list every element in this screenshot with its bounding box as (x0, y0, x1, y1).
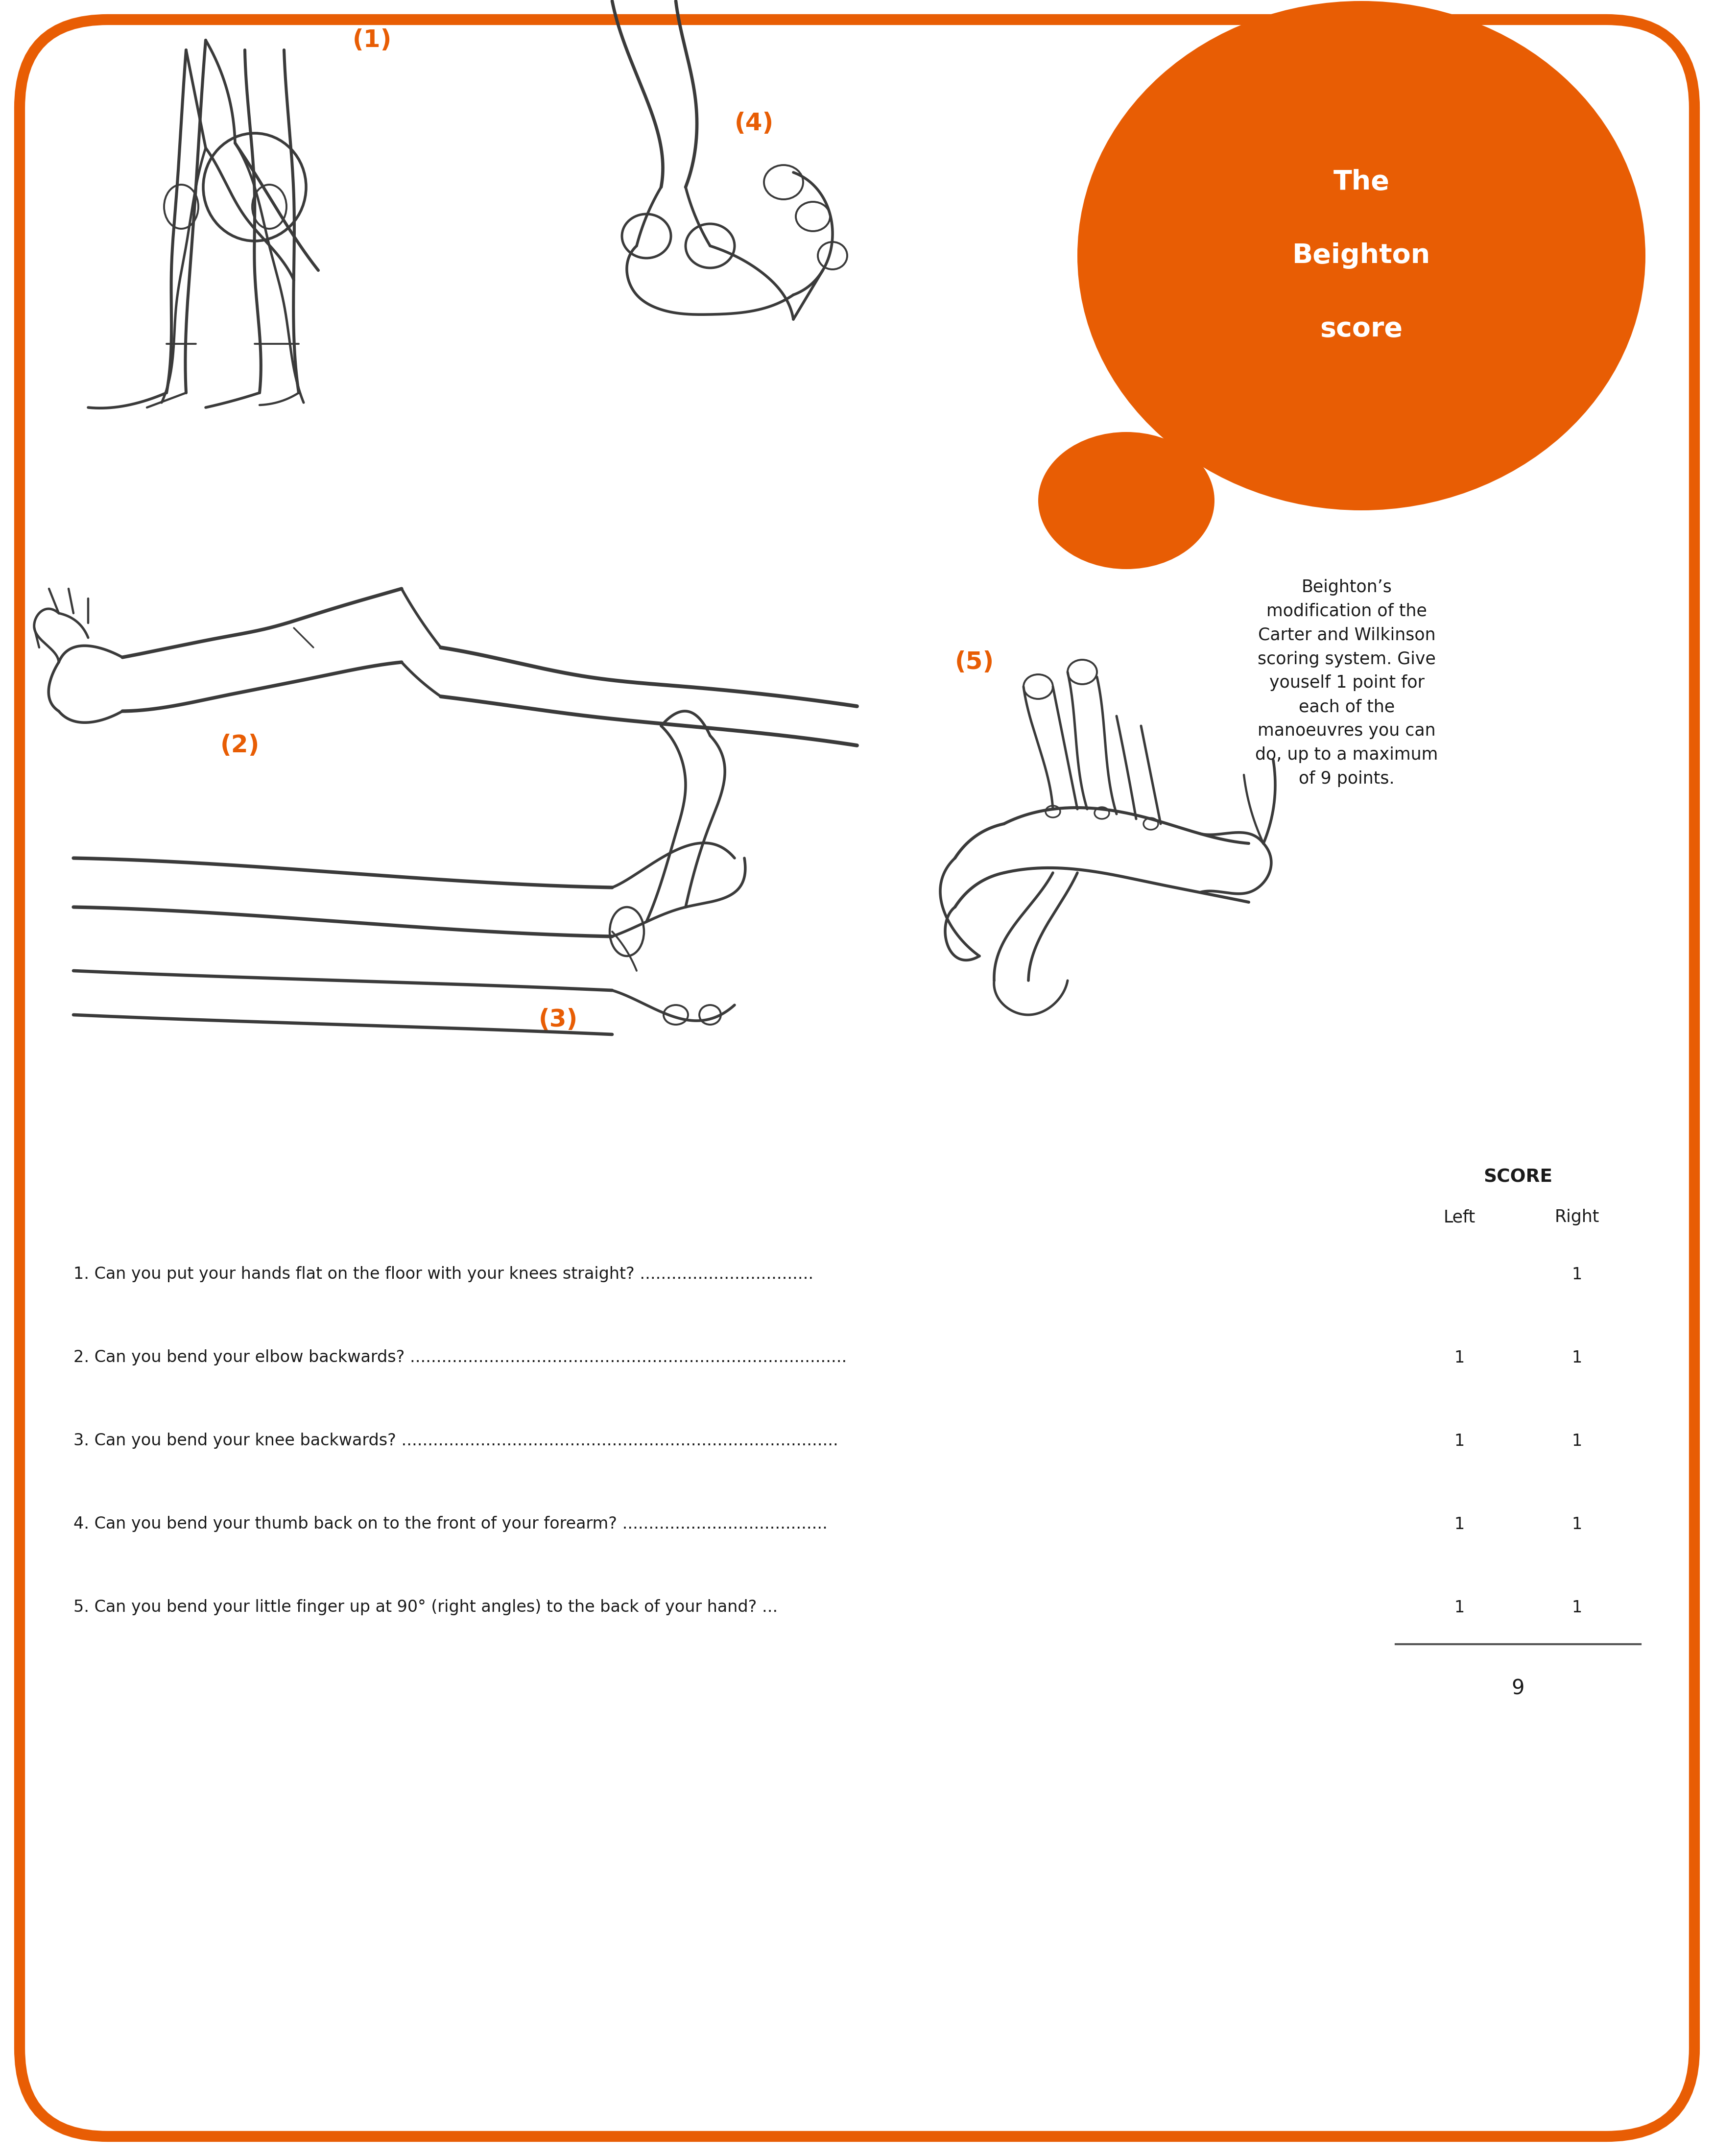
Text: Left: Left (1443, 1210, 1476, 1225)
Text: 3. Can you bend your knee backwards? ...........................................: 3. Can you bend your knee backwards? ...… (74, 1434, 838, 1449)
Text: 1: 1 (1572, 1516, 1582, 1533)
Text: Beighton’s
modification of the
Carter and Wilkinson
scoring system. Give
youself: Beighton’s modification of the Carter an… (1255, 580, 1438, 787)
Text: score: score (1320, 317, 1402, 343)
Text: 4. Can you bend your thumb back on to the front of your forearm? ...............: 4. Can you bend your thumb back on to th… (74, 1516, 828, 1533)
Text: 1: 1 (1453, 1516, 1464, 1533)
Text: 1: 1 (1453, 1350, 1464, 1365)
Text: 2. Can you bend your elbow backwards? ..........................................: 2. Can you bend your elbow backwards? ..… (74, 1350, 847, 1365)
FancyBboxPatch shape (19, 19, 1695, 2137)
Text: 1: 1 (1572, 1434, 1582, 1449)
Text: 1: 1 (1572, 1266, 1582, 1283)
Text: 1: 1 (1453, 1434, 1464, 1449)
Text: The: The (1333, 168, 1390, 196)
Text: 9: 9 (1512, 1680, 1524, 1699)
Text: 1: 1 (1453, 1600, 1464, 1615)
Text: (3): (3) (538, 1009, 578, 1031)
Text: SCORE: SCORE (1484, 1169, 1553, 1186)
Text: Right: Right (1555, 1210, 1599, 1225)
Text: Beighton: Beighton (1292, 241, 1431, 270)
Text: (2): (2) (221, 733, 261, 757)
Text: 5. Can you bend your little finger up at 90° (right angles) to the back of your : 5. Can you bend your little finger up at… (74, 1600, 778, 1615)
Text: 1: 1 (1572, 1350, 1582, 1365)
Text: (4): (4) (735, 112, 775, 136)
Text: 1. Can you put your hands flat on the floor with your knees straight? ..........: 1. Can you put your hands flat on the fl… (74, 1266, 814, 1283)
Text: (5): (5) (955, 651, 994, 675)
Text: 1: 1 (1572, 1600, 1582, 1615)
Ellipse shape (1078, 0, 1645, 511)
Ellipse shape (1039, 431, 1215, 569)
Text: (1): (1) (353, 28, 393, 52)
